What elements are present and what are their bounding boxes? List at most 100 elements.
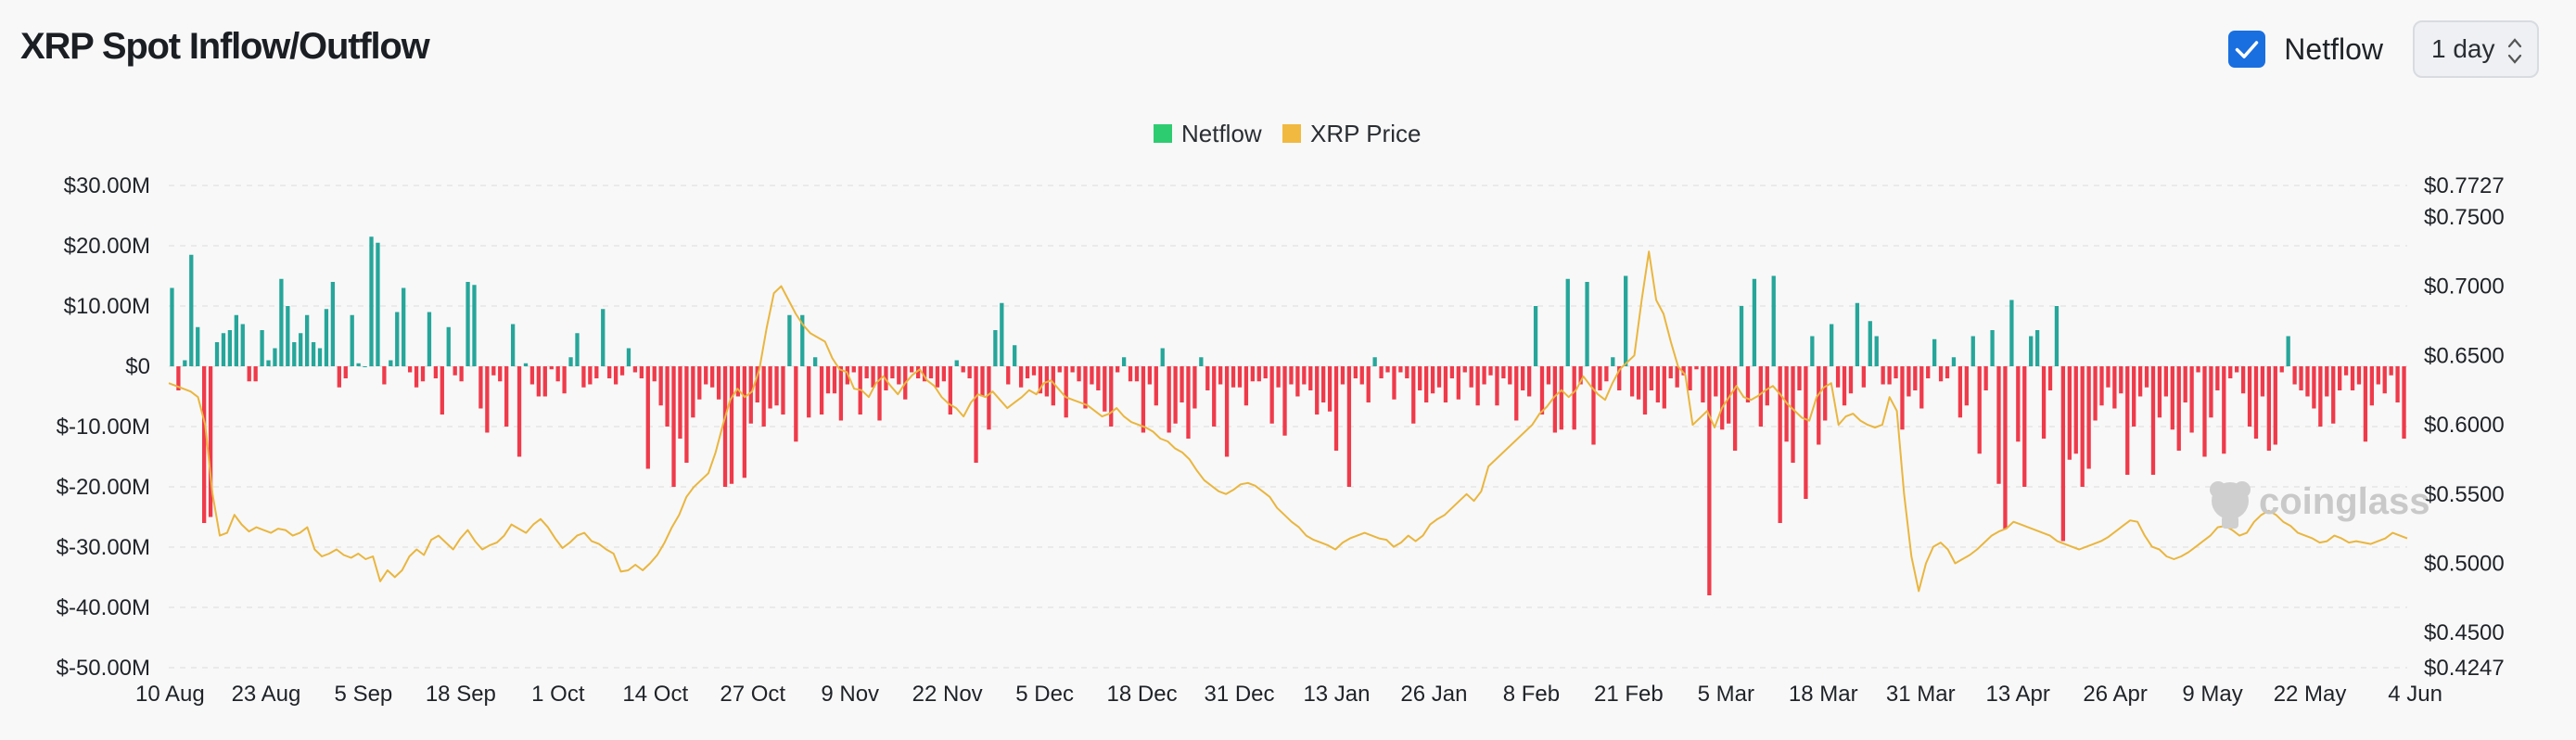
netflow-bar — [2389, 366, 2393, 376]
netflow-bar — [491, 366, 496, 376]
netflow-bar — [2343, 366, 2349, 376]
legend-item-netflow[interactable]: Netflow — [1154, 120, 1262, 147]
netflow-bar — [1662, 366, 1666, 409]
netflow-bar — [1430, 366, 1435, 394]
legend-label-netflow: Netflow — [1181, 120, 1262, 147]
netflow-bar — [562, 366, 567, 394]
coinglass-logo-icon — [2210, 481, 2251, 529]
netflow-bar — [980, 366, 985, 397]
y-left-tick-label: $0 — [125, 354, 150, 379]
netflow-bar — [420, 366, 426, 382]
netflow-bar — [1894, 366, 1898, 378]
netflow-bar — [1501, 366, 1506, 378]
y-right-tick-label: $0.4247 — [2424, 656, 2505, 681]
netflow-bar — [286, 306, 290, 366]
y-right-tick-label: $0.7727 — [2424, 173, 2505, 198]
netflow-bar — [825, 366, 831, 394]
interval-select[interactable]: 1 day — [2413, 20, 2539, 78]
netflow-bars — [170, 236, 2406, 595]
netflow-bar — [1919, 366, 1924, 409]
netflow-bar — [871, 366, 875, 388]
netflow-bar — [273, 348, 277, 366]
netflow-bar — [1308, 366, 1313, 390]
netflow-bar — [935, 366, 940, 388]
netflow-bar — [1462, 366, 1467, 373]
netflow-bar — [382, 366, 387, 385]
netflow-bar — [1018, 366, 1024, 388]
netflow-bar — [2060, 366, 2066, 542]
netflow-bar — [697, 366, 702, 400]
netflow-bar — [613, 366, 618, 385]
netflow-bar — [2202, 366, 2207, 457]
netflow-bar — [1964, 366, 1969, 406]
netflow-bar — [619, 366, 625, 376]
y-left-tick-label: $-50.00M — [57, 656, 150, 681]
netflow-bar — [369, 236, 374, 366]
netflow-bar — [2093, 366, 2098, 421]
netflow-bar — [761, 366, 766, 427]
netflow-bar — [1199, 357, 1204, 366]
netflow-bar — [1572, 366, 1576, 430]
netflow-bar — [2022, 366, 2027, 487]
netflow-checkbox-label[interactable]: Netflow — [2284, 32, 2383, 66]
netflow-bar — [1771, 275, 1776, 366]
netflow-bar — [1758, 366, 1763, 427]
netflow-bar — [330, 282, 336, 366]
netflow-bar — [1070, 366, 1075, 373]
netflow-bar — [1926, 366, 1931, 378]
netflow-bar — [1970, 336, 1975, 366]
netflow-bar — [1649, 366, 1654, 390]
netflow-bar — [2041, 366, 2047, 439]
netflow-bar — [601, 309, 606, 366]
x-tick-label: 1 Oct — [531, 682, 585, 707]
netflow-bar — [2215, 366, 2220, 390]
netflow-bar — [742, 366, 746, 478]
netflow-bar — [2176, 366, 2181, 451]
netflow-bar — [1855, 302, 1860, 366]
netflow-bar — [974, 366, 978, 463]
netflow-bar — [440, 366, 444, 415]
netflow-bar — [768, 366, 772, 409]
netflow-bar — [1514, 366, 1519, 421]
netflow-bar — [2099, 366, 2104, 406]
y-left-tick-label: $-30.00M — [57, 535, 150, 560]
netflow-bar — [214, 342, 220, 366]
netflow-bar — [1578, 366, 1583, 385]
netflow-bar — [2305, 366, 2310, 397]
page-title: XRP Spot Inflow/Outflow — [20, 26, 430, 67]
netflow-bar — [1533, 306, 1538, 366]
netflow-bar — [729, 366, 734, 484]
netflow-bar — [748, 366, 753, 424]
netflow-bar — [626, 348, 631, 366]
netflow-bar — [183, 360, 187, 366]
x-tick-label: 9 Nov — [821, 682, 879, 707]
legend-item-xrp-price[interactable]: XRP Price — [1282, 120, 1421, 147]
netflow-bar — [2286, 336, 2290, 366]
x-tick-label: 27 Oct — [720, 682, 785, 707]
netflow-bar — [176, 366, 181, 390]
netflow-bar — [1385, 366, 1390, 373]
netflow-bar — [389, 360, 393, 366]
x-tick-label: 14 Oct — [622, 682, 688, 707]
y-right-tick-label: $0.7000 — [2424, 274, 2505, 300]
netflow-bar — [1423, 366, 1429, 402]
netflow-bar — [897, 366, 901, 385]
netflow-bar — [588, 366, 593, 385]
netflow-bar — [1212, 366, 1217, 427]
netflow-bar — [993, 330, 998, 366]
netflow-bar — [2312, 366, 2316, 409]
netflow-bar — [1752, 278, 1757, 366]
netflow-bar — [922, 366, 927, 382]
netflow-bar — [2292, 366, 2297, 385]
netflow-bar — [1243, 366, 1249, 406]
netflow-bar — [2240, 366, 2246, 394]
netflow-bar — [1366, 366, 1371, 402]
netflow-bar — [1624, 275, 1628, 366]
netflow-bar — [652, 366, 657, 382]
netflow-bar — [807, 366, 811, 418]
netflow-bar — [1546, 366, 1551, 385]
legend-swatch-netflow — [1154, 124, 1172, 143]
y-axis-left: $30.00M $20.00M $10.00M $0 $-10.00M $-20.00M $… — [57, 173, 150, 681]
netflow-bar — [170, 287, 174, 366]
netflow-checkbox[interactable] — [2228, 31, 2266, 68]
